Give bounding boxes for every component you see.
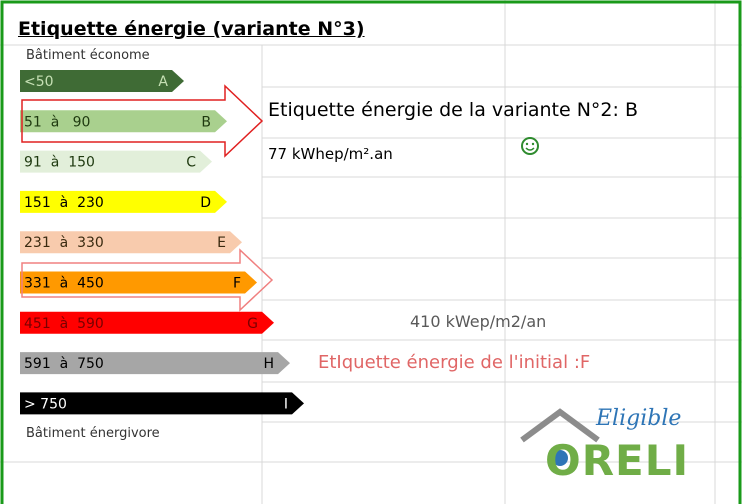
- class-range: 91 à 150: [24, 155, 95, 171]
- logo-line1: Eligible: [596, 406, 682, 431]
- class-bar: [20, 231, 242, 254]
- logo-house: [520, 408, 600, 466]
- class-letter: A: [158, 74, 168, 90]
- class-letter: E: [217, 235, 226, 251]
- class-letter: B: [201, 114, 211, 130]
- class-bar: [20, 150, 212, 173]
- class-letter: H: [263, 356, 274, 372]
- class-range: 51 à 90: [24, 114, 90, 130]
- top-label: Bâtiment économe: [26, 48, 150, 63]
- class-bar: [20, 110, 227, 133]
- class-letter: G: [247, 316, 258, 332]
- class-bar: [20, 352, 290, 375]
- variant-result: Etiquette énergie de la variante N°2: B: [268, 99, 638, 121]
- class-range: 451 à 590: [24, 316, 104, 332]
- class-bar: [20, 271, 257, 294]
- class-bar: [20, 190, 227, 213]
- smiley: [521, 137, 539, 155]
- logo-line2: ORELI: [545, 436, 690, 485]
- class-letter: I: [284, 396, 288, 412]
- class-range: 231 à 330: [24, 235, 104, 251]
- initial-result: EtIquette énergie de l'initial :F: [318, 352, 591, 373]
- class-range: <50: [24, 74, 54, 90]
- title: Etiquette énergie (variante N°3): [18, 18, 365, 40]
- class-bar: [20, 311, 274, 334]
- class-letter: C: [186, 155, 196, 171]
- class-range: 331 à 450: [24, 276, 104, 292]
- class-bar: [20, 392, 304, 415]
- variant-value: 77 kWhep/m².an: [268, 145, 393, 163]
- class-letter: D: [200, 195, 211, 211]
- variant-arrow: [21, 84, 264, 158]
- class-range: 151 à 230: [24, 195, 104, 211]
- class-range: > 750: [24, 396, 67, 412]
- bottom-label: Bâtiment énergivore: [26, 426, 160, 441]
- class-bar: [20, 70, 184, 92]
- class-range: 591 à 750: [24, 356, 104, 372]
- initial-value: 410 kWep/m2/an: [410, 312, 547, 331]
- initial-arrow: [21, 248, 274, 312]
- class-letter: F: [233, 276, 241, 292]
